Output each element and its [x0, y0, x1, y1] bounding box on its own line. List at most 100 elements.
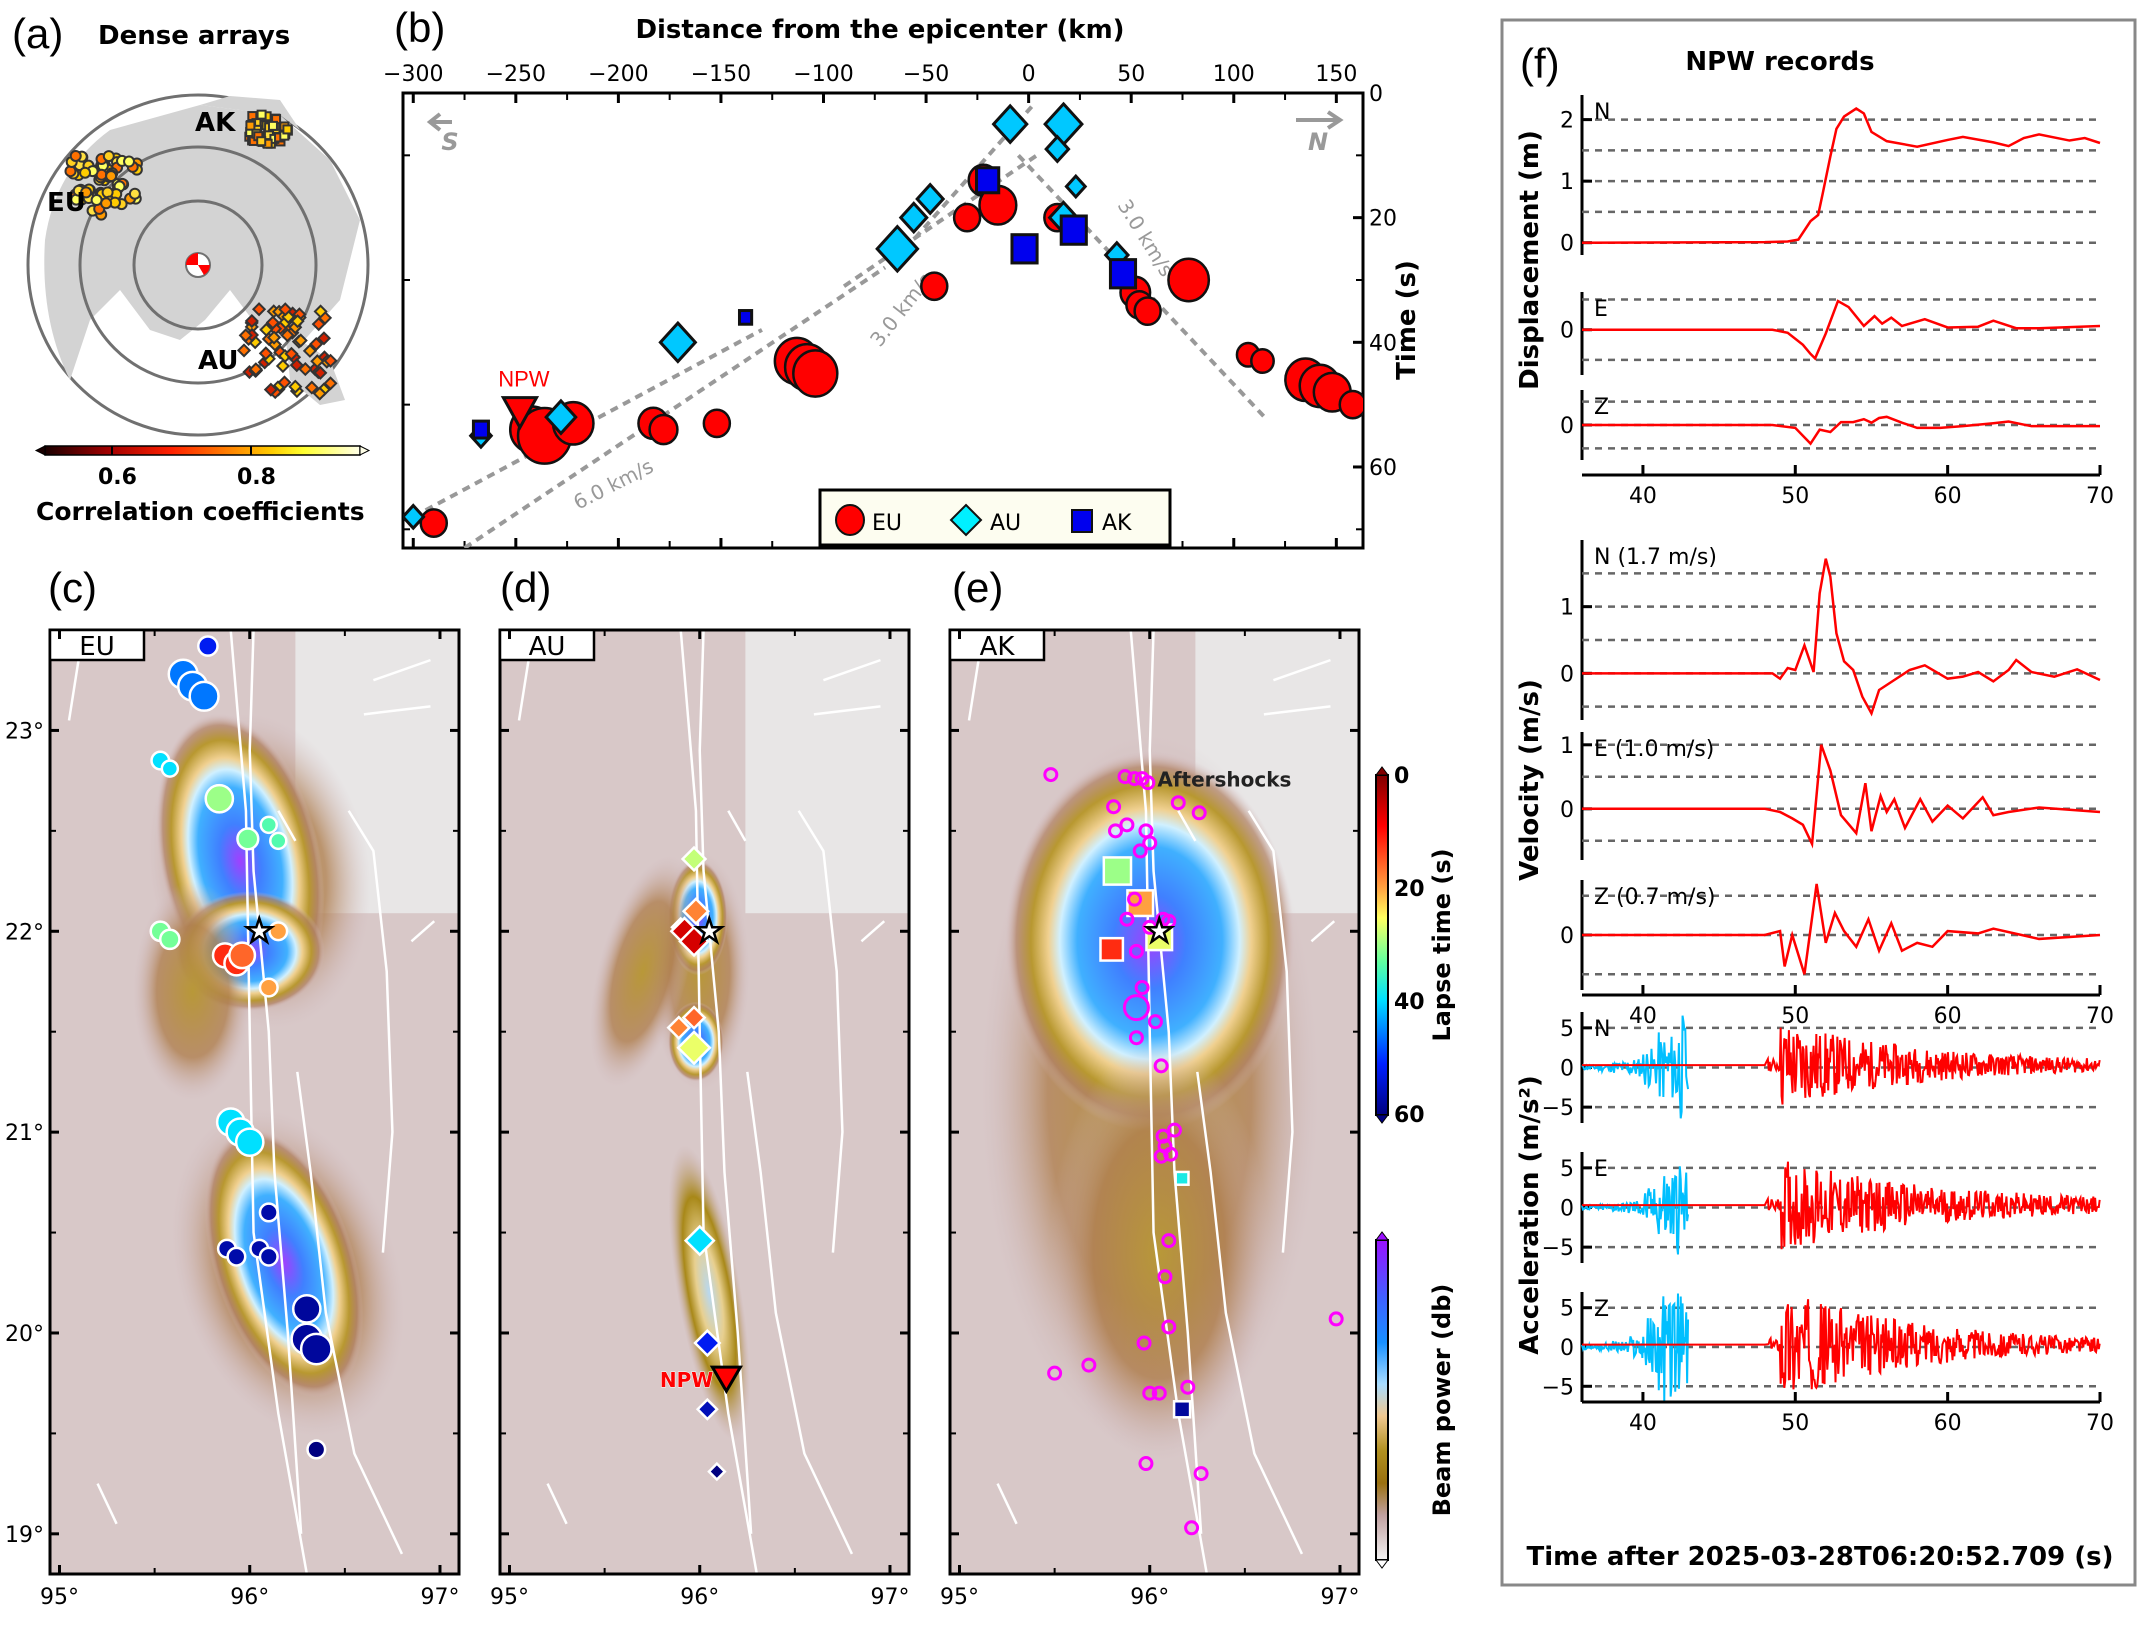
- y-axis-title: Acceleration (m/s²): [1515, 1075, 1545, 1354]
- station-au: [309, 336, 324, 352]
- point-eu: [792, 349, 839, 398]
- y-tick-label: 0: [1560, 1336, 1574, 1361]
- epicenter-star-icon: [1143, 914, 1176, 946]
- velocity-line: [842, 153, 1038, 288]
- fault-line: [296, 1071, 404, 1555]
- y-tick-label: 21°: [5, 1121, 44, 1146]
- fault-line: [967, 659, 980, 721]
- station-au: [258, 346, 273, 361]
- station-au: [266, 330, 282, 345]
- x-tick-label: 96°: [230, 1585, 269, 1610]
- station-au: [288, 379, 303, 394]
- station-eu: [90, 194, 103, 207]
- station-npw-label: NPW: [660, 1368, 713, 1392]
- trace-e: 0 1 E (1.0 m/s): [1560, 732, 2101, 860]
- station-au: [323, 376, 338, 391]
- aftershock-marker: [1153, 1058, 1169, 1074]
- lapse-time-colorbar: 0 20 40 60 Lapse time (s): [1375, 764, 1456, 1128]
- point-au: [658, 320, 698, 364]
- y-tick-label: 5: [1560, 1017, 1574, 1042]
- component-label: Z (0.7 m/s): [1594, 885, 1716, 910]
- fault-line: [546, 1483, 568, 1525]
- component-label: N: [1594, 1017, 1610, 1042]
- panel-label-b: (b): [394, 4, 445, 51]
- component-label: Z: [1594, 395, 1609, 420]
- component-label: Z: [1594, 1297, 1609, 1322]
- waveform-line: [1582, 415, 2100, 446]
- station-au: [312, 386, 327, 401]
- source-marker: [291, 1294, 322, 1324]
- waveform-group-acceleration: Acceleration (m/s²)−505 N−505 E−505 Z40 50 60…: [1515, 1012, 2114, 1436]
- waveform-line: [1582, 299, 2101, 361]
- x-tick-label: 70: [2086, 484, 2114, 509]
- point-ak: [1010, 233, 1039, 265]
- point-au: [915, 182, 946, 216]
- source-marker: [299, 1332, 333, 1366]
- globe-ring-60: [78, 145, 318, 385]
- legend-eu-label: EU: [872, 511, 902, 536]
- beam-power-region: [1049, 1042, 1270, 1463]
- station-eu: [79, 166, 92, 179]
- y-tick-label: 22°: [5, 920, 44, 945]
- point-ak: [737, 309, 754, 326]
- x-tick-label: 70: [2086, 1004, 2114, 1029]
- fault-line: [1148, 630, 1203, 1534]
- x-tick-label: −50: [903, 62, 949, 87]
- source-marker: [234, 1127, 265, 1158]
- fault-line: [813, 705, 881, 716]
- fault-line: [797, 810, 844, 1253]
- station-npw-marker: [709, 1365, 743, 1395]
- station-eu: [123, 155, 136, 168]
- aftershock-marker: [1134, 980, 1150, 996]
- x-axis-title-b: Distance from the epicenter (km): [635, 15, 1124, 45]
- waveform-group-velocity: Velocity (m/s) 0 1 N (1.7 m/s) 0 1 E (1.0 m/s)…: [1515, 540, 2114, 1029]
- trace-z: 0 Z (0.7 m/s): [1560, 880, 2101, 990]
- point-au: [1044, 134, 1071, 164]
- source-marker: [693, 1328, 722, 1358]
- station-au: [302, 343, 317, 358]
- source-marker: [258, 1202, 279, 1223]
- x-tick-label: −200: [588, 62, 648, 87]
- epicenter-star-icon: [243, 914, 276, 946]
- x-tick-label: −250: [486, 62, 546, 87]
- station-au: [277, 375, 292, 390]
- x-ticks-b: −300 −250 −200 −150 −100 −50 0 50 100 150: [383, 62, 1357, 548]
- trace-e: 0E: [1560, 292, 2101, 375]
- waveform-line: [1582, 1299, 2101, 1390]
- source-marker: [269, 831, 288, 851]
- x-tick-label: 97°: [870, 1585, 909, 1610]
- point-ak: [1059, 214, 1088, 246]
- x-tick-label: 97°: [420, 1585, 459, 1610]
- source-marker: [160, 759, 180, 778]
- station-eu: [100, 197, 113, 210]
- station-ak: [282, 124, 293, 135]
- station-au: [313, 304, 328, 319]
- station-au: [298, 362, 313, 377]
- aftershocks-label: Aftershocks: [1157, 768, 1291, 792]
- station-markers: [64, 109, 338, 401]
- fault-line: [1247, 810, 1294, 1253]
- land-mass-north: [200, 96, 300, 130]
- station-au: [278, 302, 293, 317]
- point-eu: [648, 413, 679, 446]
- station-au: [275, 358, 290, 374]
- x-tick-label: 40: [1629, 1411, 1657, 1436]
- aftershock-marker: [1047, 1365, 1063, 1381]
- source-marker: [680, 845, 708, 873]
- y-tick-label: 20°: [5, 1322, 44, 1347]
- aftershock-marker: [1166, 1122, 1182, 1138]
- aftershock-marker: [1153, 1148, 1169, 1164]
- station-au: [304, 380, 319, 395]
- y-tick-label: 0: [1560, 232, 1574, 257]
- panel-f: (f) NPW records Displacement (m) 012 N0E0Z…: [1500, 18, 2137, 1587]
- x-tick-label: 60: [1934, 1004, 1962, 1029]
- fault-line: [1177, 810, 1197, 842]
- point-eu: [1338, 389, 1363, 420]
- source-marker: [188, 680, 220, 712]
- direction-north: N: [1296, 110, 1344, 156]
- velocity-lines: 6.0 km/s3.0 km/s3.0 km/s: [412, 104, 1266, 548]
- y-tick-label: 19°: [5, 1523, 44, 1548]
- station-eu: [69, 149, 82, 162]
- fault-line: [1196, 1071, 1304, 1555]
